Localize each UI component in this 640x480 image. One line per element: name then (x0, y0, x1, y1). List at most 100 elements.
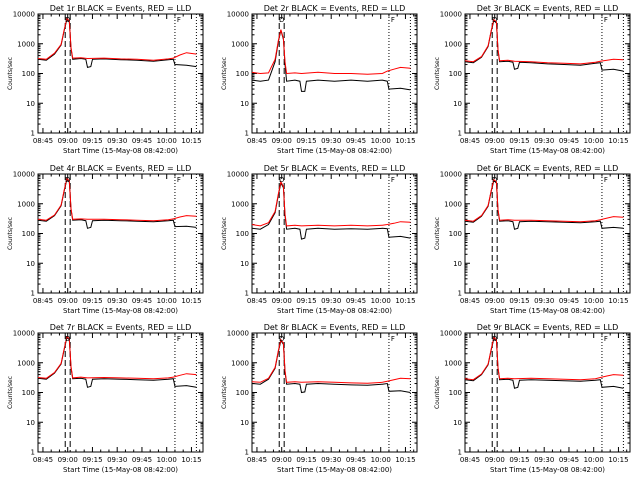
x-tick-label: 09:15 (296, 456, 316, 464)
x-tick-label: 10:15 (181, 137, 201, 145)
top-marker-label: F (177, 335, 181, 343)
y-tick-label: 10 (240, 100, 249, 108)
x-tick-label: 09:00 (58, 137, 78, 145)
y-tick-label: 10000 (13, 330, 35, 338)
y-tick-label: 100 (236, 230, 249, 238)
x-tick-label: 09:15 (296, 297, 316, 305)
x-tick-label: 09:15 (296, 137, 316, 145)
y-tick-label: 10 (240, 260, 249, 268)
panel-title: Det 2r BLACK = Events, RED = LLD (264, 4, 406, 13)
x-tick-label: 09:15 (509, 297, 529, 305)
series-line-lld (251, 338, 411, 384)
x-tick-label: 10:15 (608, 297, 628, 305)
y-axis-label: Counts/sec (7, 376, 14, 409)
x-tick-label: 09:00 (272, 137, 292, 145)
panel-title: Det 3r BLACK = Events, RED = LLD (477, 4, 619, 13)
x-tick-label: 10:00 (371, 297, 391, 305)
series-line-lld (464, 178, 624, 223)
y-tick-label: 1000 (231, 359, 249, 367)
detector-panel-8: Det 8r BLACK = Events, RED = LLD 1 10 100 10… (221, 323, 418, 474)
y-axis-label: Counts/sec (221, 217, 228, 250)
x-tick-label: 09:45 (559, 297, 579, 305)
x-tick-label: 09:30 (534, 297, 554, 305)
series-line-lld (251, 180, 411, 227)
panel-title: Det 8r BLACK = Events, RED = LLD (264, 323, 406, 332)
top-marker-label: F (604, 16, 608, 24)
x-tick-label: 09:30 (534, 137, 554, 145)
x-tick-label: 09:15 (509, 137, 529, 145)
y-tick-label: 1000 (444, 40, 462, 48)
x-tick-label: 10:00 (157, 456, 177, 464)
detector-panel-6: Det 6r BLACK = Events, RED = LLD 1 10 100 10… (434, 164, 631, 315)
series-line-lld (464, 18, 624, 65)
panel-title: Det 1r BLACK = Events, RED = LLD (50, 4, 192, 13)
y-tick-label: 10000 (13, 171, 35, 179)
y-tick-label: 1 (245, 290, 249, 298)
x-tick-label: 10:15 (608, 137, 628, 145)
x-tick-label: 10:00 (157, 137, 177, 145)
y-tick-label: 10 (453, 260, 462, 268)
top-marker-label: F (391, 16, 395, 24)
x-tick-label: 08:45 (247, 137, 267, 145)
y-tick-label: 100 (22, 389, 35, 397)
y-axis-label: Counts/sec (7, 217, 14, 250)
panel-title: Det 5r BLACK = Events, RED = LLD (264, 164, 406, 173)
top-marker-label: F (604, 335, 608, 343)
series-line-lld (37, 335, 197, 380)
series-line-lld (37, 177, 197, 222)
peak-marker-label: D (492, 16, 497, 24)
x-tick-label: 09:45 (346, 297, 366, 305)
series-line-lld (251, 29, 411, 75)
detector-panel-1: Det 1r BLACK = Events, RED = LLD 1 10 100 10… (7, 4, 204, 155)
y-axis-label: Counts/sec (221, 376, 228, 409)
top-marker-label: F (177, 176, 181, 184)
y-tick-label: 1 (245, 130, 249, 138)
x-tick-label: 10:00 (584, 297, 604, 305)
panel-title: Det 9r BLACK = Events, RED = LLD (477, 323, 619, 332)
x-tick-label: 09:00 (58, 456, 78, 464)
y-tick-label: 1000 (444, 359, 462, 367)
y-axis-label: Counts/sec (7, 57, 14, 90)
y-tick-label: 100 (449, 230, 462, 238)
y-axis-label: Counts/sec (434, 217, 441, 250)
x-tick-label: 08:45 (247, 297, 267, 305)
y-tick-label: 10000 (440, 330, 462, 338)
y-tick-label: 1 (245, 449, 249, 457)
top-marker-label: F (391, 176, 395, 184)
x-tick-label: 10:15 (181, 297, 201, 305)
x-axis-label: Start Time (15-May-08 08:42:00) (490, 466, 605, 474)
y-tick-label: 100 (22, 230, 35, 238)
x-tick-label: 08:45 (247, 456, 267, 464)
x-tick-label: 10:15 (395, 456, 415, 464)
y-tick-label: 100 (236, 70, 249, 78)
detector-panel-9: Det 9r BLACK = Events, RED = LLD 1 10 100 10… (434, 323, 631, 474)
detector-panel-3: Det 3r BLACK = Events, RED = LLD 1 10 100 10… (434, 4, 631, 155)
x-tick-label: 09:30 (107, 456, 127, 464)
x-tick-label: 09:30 (321, 137, 341, 145)
x-tick-label: 08:45 (33, 137, 53, 145)
x-tick-label: 09:15 (82, 297, 102, 305)
x-tick-label: 08:45 (33, 297, 53, 305)
y-tick-label: 1000 (231, 200, 249, 208)
x-tick-label: 10:00 (371, 456, 391, 464)
x-axis-label: Start Time (15-May-08 08:42:00) (277, 147, 392, 155)
y-tick-label: 10000 (440, 11, 462, 19)
y-tick-label: 1 (31, 130, 35, 138)
x-tick-label: 09:15 (82, 137, 102, 145)
detector-panel-4: Det 4r BLACK = Events, RED = LLD 1 10 100 10… (7, 164, 204, 315)
x-tick-label: 10:00 (157, 297, 177, 305)
x-tick-label: 09:00 (485, 137, 505, 145)
y-tick-label: 10000 (227, 171, 249, 179)
y-axis-label: Counts/sec (434, 57, 441, 90)
y-tick-label: 100 (449, 389, 462, 397)
x-axis-label: Start Time (15-May-08 08:42:00) (63, 466, 178, 474)
panel-title: Det 4r BLACK = Events, RED = LLD (50, 164, 192, 173)
y-tick-label: 10 (453, 419, 462, 427)
x-tick-label: 09:00 (272, 456, 292, 464)
peak-marker-label: D (492, 335, 497, 343)
y-tick-label: 100 (449, 70, 462, 78)
peak-marker-label: D (65, 335, 70, 343)
x-tick-label: 09:30 (107, 137, 127, 145)
x-tick-label: 10:15 (395, 297, 415, 305)
